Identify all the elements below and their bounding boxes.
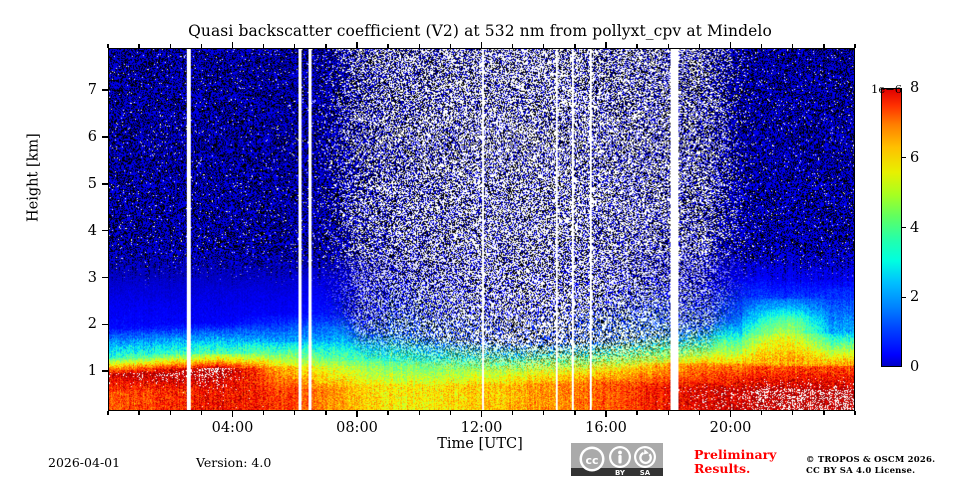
y-tick-mark bbox=[102, 136, 108, 138]
y-tick-mark bbox=[102, 183, 108, 185]
x-minor-tick-mark bbox=[636, 44, 638, 48]
x-minor-tick-mark bbox=[418, 411, 420, 415]
y-tick-mark bbox=[102, 276, 108, 279]
y-tick-label: 7 bbox=[87, 82, 97, 99]
copyright-line-1: © TROPOS & OSCM 2026. bbox=[806, 455, 936, 465]
x-major-tick-mark bbox=[356, 42, 358, 48]
x-minor-tick-mark bbox=[107, 44, 109, 48]
x-major-tick-mark bbox=[231, 411, 234, 417]
x-minor-tick-mark bbox=[262, 411, 265, 415]
x-minor-tick-mark bbox=[792, 44, 794, 48]
x-minor-tick-mark bbox=[823, 44, 825, 48]
x-major-tick-mark bbox=[231, 42, 234, 48]
colorbar-tick-mark bbox=[902, 226, 906, 229]
heatmap-plot-area bbox=[108, 48, 855, 411]
heatmap-canvas bbox=[109, 49, 854, 410]
x-major-tick-mark bbox=[605, 411, 607, 417]
y-tick-label: 3 bbox=[87, 269, 97, 286]
y-tick-label: 5 bbox=[87, 175, 97, 192]
x-minor-tick-mark bbox=[698, 411, 701, 415]
x-axis-title: Time [UTC] bbox=[437, 436, 523, 452]
svg-text:cc: cc bbox=[585, 454, 598, 467]
page-title: Quasi backscatter coefficient (V2) at 53… bbox=[188, 22, 772, 40]
x-minor-tick-mark bbox=[854, 44, 856, 48]
colorbar bbox=[881, 88, 902, 367]
x-major-tick-mark bbox=[480, 411, 483, 417]
x-major-tick-mark bbox=[729, 42, 732, 48]
x-tick-label: 08:00 bbox=[336, 420, 378, 436]
copyright-line-2: CC BY SA 4.0 License. bbox=[806, 466, 916, 477]
x-minor-tick-mark bbox=[449, 411, 452, 415]
x-minor-tick-mark bbox=[667, 411, 669, 415]
x-tick-label: 04:00 bbox=[211, 420, 254, 436]
x-minor-tick-mark bbox=[698, 44, 701, 48]
figure-version: Version: 4.0 bbox=[196, 455, 272, 470]
colorbar-offset-label: 1e−6 bbox=[871, 82, 903, 96]
y-tick-label: 4 bbox=[87, 222, 97, 239]
x-major-tick-mark bbox=[480, 42, 483, 48]
svg-text:SA: SA bbox=[640, 469, 651, 476]
x-minor-tick-mark bbox=[294, 411, 296, 415]
x-minor-tick-mark bbox=[636, 411, 638, 415]
x-minor-tick-mark bbox=[387, 411, 389, 415]
y-tick-mark bbox=[102, 323, 108, 326]
x-minor-tick-mark bbox=[760, 44, 763, 48]
x-minor-tick-mark bbox=[169, 44, 171, 48]
preliminary-line-1: Preliminary bbox=[694, 447, 777, 462]
x-major-tick-mark bbox=[729, 411, 732, 417]
colorbar-tick-label: 6 bbox=[910, 149, 920, 166]
copyright-note: © TROPOS & OSCM 2026. CC BY SA 4.0 Licen… bbox=[806, 455, 935, 478]
colorbar-tick-mark bbox=[902, 157, 906, 159]
x-minor-tick-mark bbox=[511, 44, 514, 48]
x-minor-tick-mark bbox=[574, 411, 576, 415]
preliminary-line-2: Results. bbox=[694, 461, 751, 477]
x-minor-tick-mark bbox=[169, 411, 171, 415]
x-minor-tick-mark bbox=[262, 44, 265, 48]
x-minor-tick-mark bbox=[543, 411, 545, 415]
y-axis-title: Height [km] bbox=[25, 132, 42, 222]
x-minor-tick-mark bbox=[418, 44, 420, 48]
x-minor-tick-mark bbox=[823, 411, 825, 415]
y-tick-label: 6 bbox=[87, 128, 97, 145]
x-major-tick-mark bbox=[356, 411, 358, 417]
x-minor-tick-mark bbox=[294, 44, 296, 48]
figure-date: 2026-04-01 bbox=[48, 455, 121, 470]
colorbar-tick-mark bbox=[902, 296, 906, 298]
svg-text:BY: BY bbox=[615, 469, 626, 476]
x-minor-tick-mark bbox=[854, 411, 856, 415]
x-minor-tick-mark bbox=[543, 44, 545, 48]
x-minor-tick-mark bbox=[449, 44, 452, 48]
x-minor-tick-mark bbox=[760, 411, 763, 415]
colorbar-tick-label: 4 bbox=[910, 219, 920, 236]
x-tick-label: 20:00 bbox=[709, 420, 752, 436]
x-minor-tick-mark bbox=[138, 411, 140, 415]
x-minor-tick-mark bbox=[200, 411, 203, 415]
colorbar-tick-label: 8 bbox=[910, 80, 920, 96]
x-major-tick-mark bbox=[605, 42, 607, 48]
x-minor-tick-mark bbox=[574, 44, 576, 48]
preliminary-results-note: Preliminary Results. bbox=[694, 447, 777, 477]
colorbar-tick-label: 0 bbox=[910, 359, 920, 375]
x-minor-tick-mark bbox=[511, 411, 514, 415]
x-minor-tick-mark bbox=[387, 44, 389, 48]
x-minor-tick-mark bbox=[325, 44, 327, 48]
x-tick-label: 12:00 bbox=[460, 420, 503, 436]
x-tick-label: 16:00 bbox=[585, 420, 627, 436]
y-tick-label: 2 bbox=[87, 316, 97, 333]
y-tick-mark bbox=[102, 89, 108, 91]
x-minor-tick-mark bbox=[667, 44, 669, 48]
x-minor-tick-mark bbox=[138, 44, 140, 48]
x-minor-tick-mark bbox=[792, 411, 794, 415]
x-minor-tick-mark bbox=[107, 411, 109, 415]
x-minor-tick-mark bbox=[325, 411, 327, 415]
y-tick-label: 1 bbox=[87, 363, 97, 380]
x-minor-tick-mark bbox=[200, 44, 203, 48]
cc-by-sa-license-icon[interactable]: cc BY SA bbox=[571, 443, 663, 476]
colorbar-tick-label: 2 bbox=[910, 289, 920, 306]
y-tick-mark bbox=[102, 370, 108, 372]
y-tick-mark bbox=[102, 229, 108, 232]
